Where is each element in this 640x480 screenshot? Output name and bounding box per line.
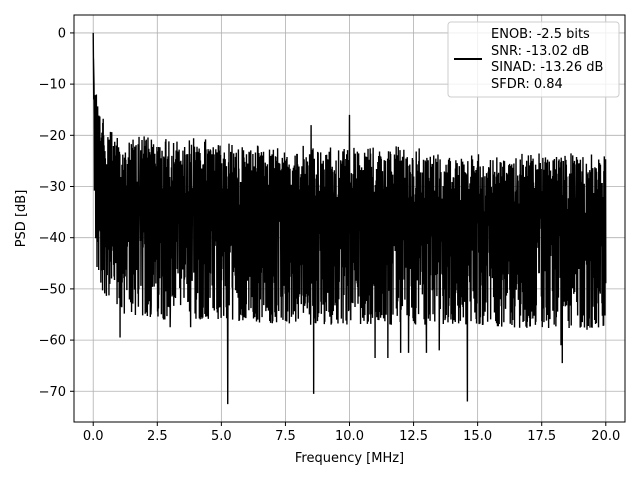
y-axis-label: PSD [dB]	[14, 190, 29, 248]
y-tick-label: −70	[39, 385, 66, 400]
y-tick-label: −10	[39, 78, 66, 93]
x-tick-label: 2.5	[147, 429, 168, 444]
legend-line-enob: ENOB: -2.5 bits	[491, 27, 590, 42]
x-tick-label: 15.0	[463, 429, 492, 444]
x-axis-label: Frequency [MHz]	[295, 451, 404, 466]
legend-box	[447, 21, 620, 98]
legend-line-snr: SNR: -13.02 dB	[491, 44, 589, 59]
plot-area	[92, 32, 607, 405]
y-tick-label: −50	[39, 282, 66, 297]
y-axis-ticks: 0 −10 −20 −30 −40 −50 −60 −70	[39, 26, 74, 400]
x-tick-label: 7.5	[275, 429, 296, 444]
x-tick-label: 17.5	[527, 429, 556, 444]
y-tick-label: −60	[39, 334, 66, 349]
x-tick-label: 12.5	[399, 429, 428, 444]
y-tick-label: −20	[39, 129, 66, 144]
y-tick-label: −40	[39, 231, 66, 246]
x-tick-label: 0.0	[83, 429, 104, 444]
x-tick-label: 10.0	[335, 429, 364, 444]
y-tick-label: −30	[39, 180, 66, 195]
legend: ENOB: -2.5 bits SNR: -13.02 dB SINAD: -1…	[447, 21, 620, 98]
legend-line-sinad: SINAD: -13.26 dB	[491, 60, 603, 75]
y-tick-label: 0	[58, 26, 66, 41]
x-tick-label: 5.0	[211, 429, 232, 444]
x-tick-label: 20.0	[591, 429, 620, 444]
psd-series-line	[92, 32, 607, 405]
x-axis-ticks: 0.0 2.5 5.0 7.5 10.0 12.5 15.0 17.5 20.0	[83, 422, 620, 444]
legend-line-sfdr: SFDR: 0.84	[491, 77, 563, 92]
